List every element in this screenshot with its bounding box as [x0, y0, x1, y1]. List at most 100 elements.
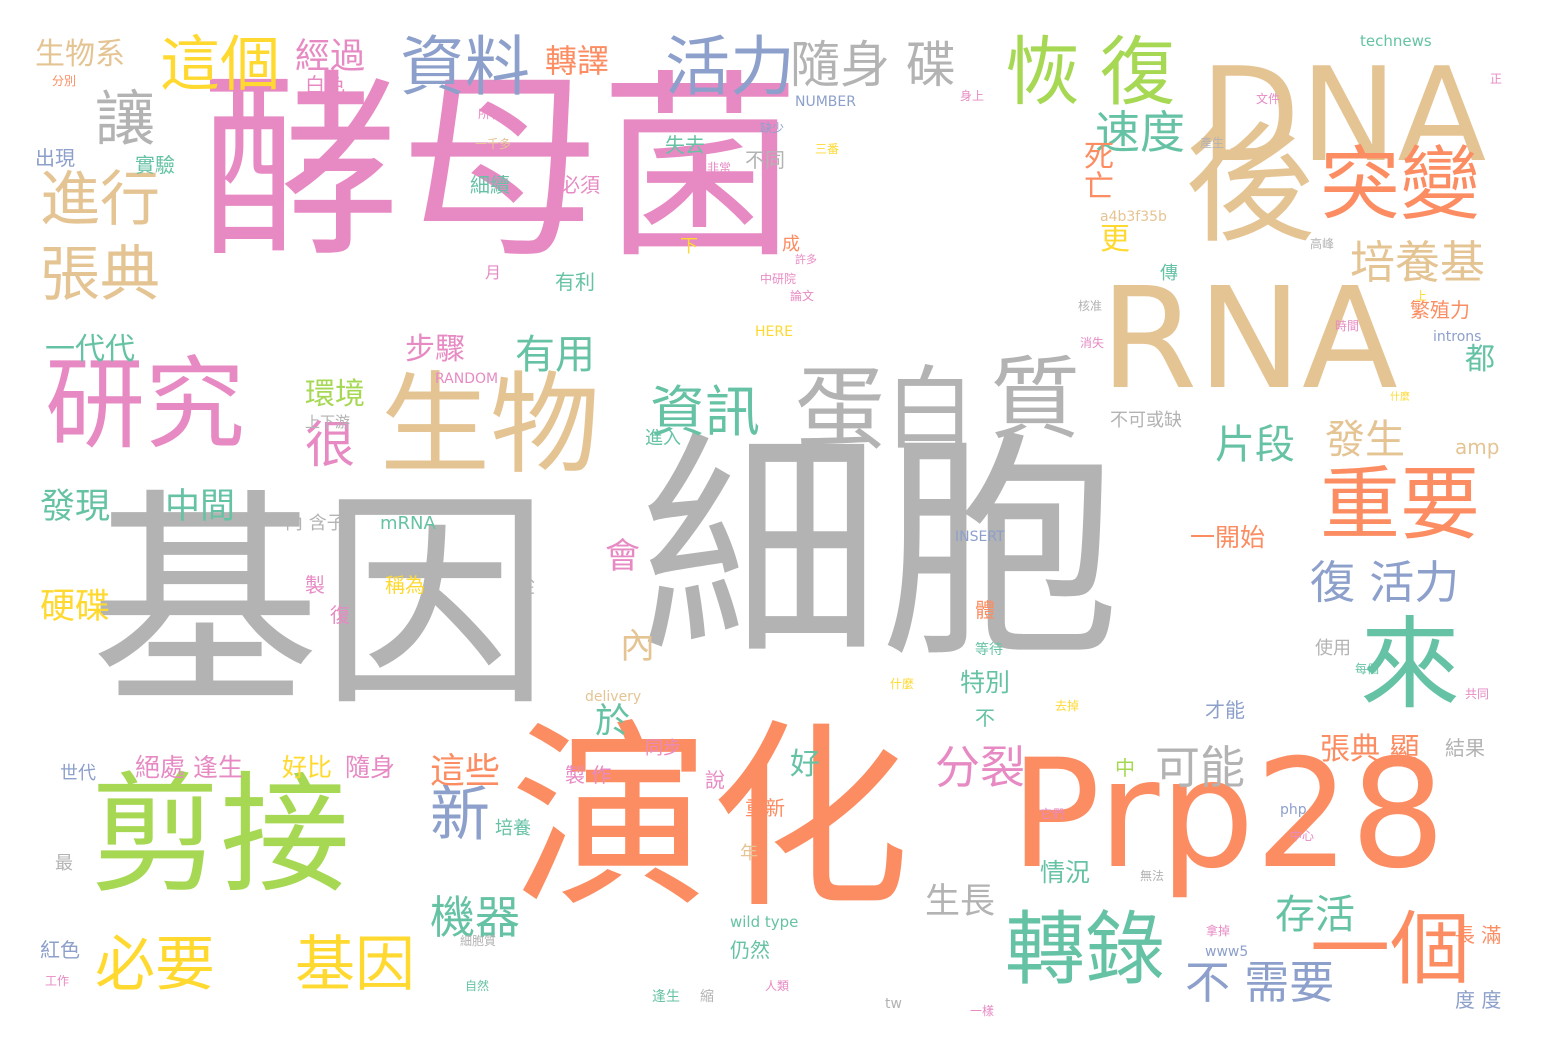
cloud-word: 經過 — [295, 37, 366, 77]
cloud-word: 非常 — [707, 161, 732, 175]
cloud-word: 張典 顯 — [1320, 732, 1420, 767]
cloud-word: 生物 — [380, 361, 600, 489]
cloud-word: 研究 — [45, 346, 245, 463]
cloud-word: DNA — [1200, 39, 1487, 191]
cloud-word: 資料 — [400, 30, 531, 105]
cloud-word: 必須 — [560, 173, 600, 197]
cloud-word: 轉錄 — [1005, 903, 1165, 996]
cloud-word: 這個 — [160, 30, 280, 100]
cloud-word: 不可或缺 — [1110, 410, 1182, 431]
cloud-word: 片段 — [1215, 422, 1295, 468]
cloud-word: 有用 — [515, 332, 595, 378]
cloud-word: RANDOM — [435, 371, 499, 387]
cloud-word: 讓 — [95, 85, 155, 155]
cloud-word: 所有 — [478, 107, 503, 121]
cloud-word: 速度 — [1095, 106, 1186, 159]
cloud-word: 基因 — [90, 471, 551, 738]
cloud-word: 酵母菌 — [200, 53, 801, 286]
cloud-word: 內 含子 — [285, 513, 345, 534]
cloud-word: 情況 — [1040, 858, 1091, 887]
cloud-word: 實驗 — [135, 153, 175, 177]
cloud-word: 復 活力 — [1310, 556, 1460, 609]
cloud-word: 仍然 — [730, 938, 770, 962]
cloud-word: 缺少 — [760, 121, 785, 135]
cloud-word: 生物系 — [35, 37, 125, 72]
cloud-word: 什麼 — [890, 677, 915, 691]
cloud-word: 高峰 — [1310, 237, 1335, 251]
cloud-word: 長 滿 — [1455, 923, 1502, 947]
cloud-word: 蛋白 — [795, 357, 975, 462]
cloud-word: mRNA — [380, 513, 436, 534]
cloud-word: 工作 — [45, 974, 70, 988]
cloud-word: 質 — [990, 347, 1080, 452]
cloud-word: 一千多 — [475, 137, 512, 151]
cloud-word: 發現 — [40, 487, 111, 527]
cloud-word: 文件 — [1256, 92, 1281, 106]
cloud-word: 失去 — [665, 133, 705, 157]
cloud-word: 人類 — [765, 979, 790, 993]
cloud-word: 中 — [1115, 756, 1135, 780]
cloud-word: 一開始 — [1190, 523, 1266, 552]
cloud-word: 轉譯 — [545, 42, 610, 80]
cloud-word: 上 — [1415, 289, 1428, 303]
cloud-word: 分別 — [52, 74, 77, 88]
cloud-word: 細胞 — [640, 410, 1121, 690]
cloud-word: 來 — [1360, 606, 1460, 723]
cloud-word: technews — [1360, 32, 1432, 50]
cloud-word: 發生 — [1325, 417, 1405, 463]
cloud-word: 資訊 — [650, 380, 761, 444]
cloud-word: 進行 — [40, 165, 160, 235]
cloud-word: 它們 — [1040, 807, 1065, 821]
cloud-word: 繁殖力 — [1410, 298, 1470, 322]
cloud-word: 機器 — [430, 891, 521, 944]
cloud-word: 生長 — [925, 882, 996, 922]
cloud-word: RNA — [1100, 258, 1398, 421]
cloud-word: 有利 — [555, 270, 595, 294]
cloud-word: 分裂 — [935, 741, 1026, 794]
cloud-word: 不 需要 — [1185, 956, 1335, 1009]
cloud-word: 結果 — [1445, 736, 1485, 760]
cloud-word: 從 — [515, 573, 535, 597]
cloud-word: 培養 — [495, 818, 531, 839]
cloud-word: 重要 — [1320, 458, 1480, 551]
cloud-word: 活力 — [665, 30, 796, 105]
cloud-word: tw — [885, 996, 902, 1012]
cloud-word: 好比 — [282, 753, 333, 782]
cloud-word: 特別 — [960, 668, 1011, 697]
cloud-word: 一樣 — [970, 1004, 995, 1018]
cloud-word: 重新 — [745, 796, 785, 820]
cloud-word: 成 — [782, 234, 800, 255]
cloud-word: 無法 — [1140, 869, 1165, 883]
cloud-word: HERE — [755, 324, 793, 340]
cloud-word: Prp28 — [1010, 728, 1446, 902]
cloud-word: 世代 — [60, 763, 96, 784]
cloud-word: 體 — [975, 598, 995, 622]
cloud-word: 基因 — [295, 930, 415, 1000]
cloud-word: 剪接 — [90, 759, 351, 911]
cloud-word: 每個 — [1355, 662, 1380, 676]
cloud-word: 上下游 — [305, 413, 351, 431]
cloud-word: 消失 — [1080, 336, 1105, 350]
cloud-word: 很 — [305, 416, 355, 474]
cloud-word: introns — [1433, 329, 1482, 345]
cloud-word: 內 — [620, 627, 656, 667]
cloud-word: 好 — [790, 747, 820, 782]
cloud-word: 復 — [330, 603, 350, 627]
cloud-word: 一代代 — [45, 332, 135, 367]
cloud-word: 復 — [1100, 28, 1176, 116]
cloud-word: 不同 — [745, 148, 785, 172]
cloud-word: 新 — [430, 780, 490, 850]
cloud-word: www5 — [1205, 944, 1249, 960]
cloud-word: 核准 — [1078, 299, 1103, 313]
cloud-word: 度 度 — [1455, 988, 1502, 1012]
cloud-word: 稱為 — [385, 573, 425, 597]
cloud-word: 細續 — [470, 173, 510, 197]
cloud-word: 製 作 — [565, 763, 612, 787]
cloud-word: 同步 — [645, 738, 681, 759]
cloud-word: 恢 — [1005, 28, 1081, 116]
cloud-word: 說 — [705, 768, 725, 792]
cloud-word: 三番 — [815, 142, 840, 156]
cloud-word: 後 — [1185, 109, 1316, 261]
cloud-word: 才能 — [1205, 698, 1245, 722]
cloud-word: 身上 — [960, 89, 985, 103]
